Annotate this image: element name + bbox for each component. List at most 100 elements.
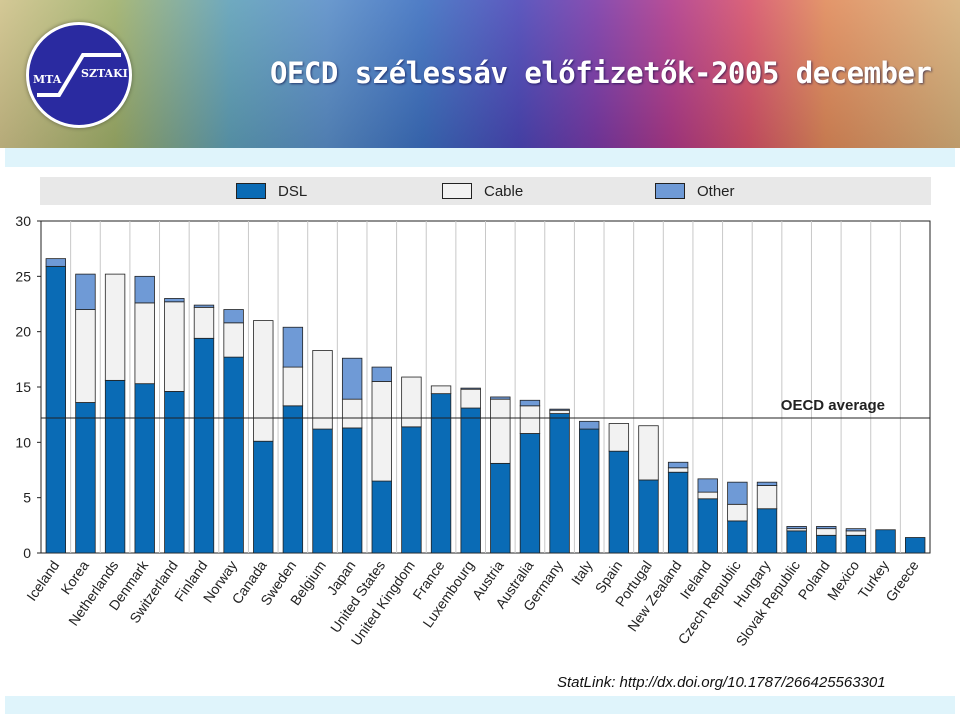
bar-other-czech-republic — [727, 481, 748, 505]
bar-dsl-netherlands — [104, 379, 126, 554]
oecd-average-label: OECD average — [781, 397, 885, 414]
legend-swatch-cable — [442, 183, 472, 199]
bar-cable-poland — [816, 528, 837, 536]
legend-swatch-other — [655, 183, 685, 199]
bar-other-finland — [193, 304, 215, 308]
bar-other-hungary — [756, 481, 778, 486]
legend-item-other: Other — [655, 182, 735, 200]
page-title: OECD szélessáv előfizetők-2005 december — [270, 56, 932, 90]
bar-dsl-japan — [341, 427, 363, 554]
bar-dsl-hungary — [756, 508, 778, 554]
bar-other-korea — [75, 273, 96, 310]
logo-text-mta: MTA — [33, 73, 62, 86]
bar-dsl-poland — [816, 534, 837, 554]
x-tick-label: Iceland — [23, 558, 62, 604]
bar-dsl-sweden — [282, 405, 304, 554]
bar-cable-denmark — [134, 302, 155, 385]
y-tick-label: 30 — [15, 213, 31, 229]
bar-dsl-united-kingdom — [401, 426, 422, 554]
bar-dsl-slovak-republic — [786, 530, 807, 554]
bar-other-italy — [579, 420, 600, 430]
logo-graphic — [37, 53, 121, 97]
y-tick-label: 25 — [15, 268, 31, 284]
bar-other-poland — [816, 526, 837, 530]
bar-cable-ireland — [697, 491, 718, 500]
legend-label-cable: Cable — [484, 182, 524, 200]
bar-cable-netherlands — [104, 273, 126, 381]
bar-cable-france — [430, 385, 452, 395]
bar-other-new-zealand — [667, 461, 689, 469]
legend-swatch-dsl — [236, 183, 266, 199]
bar-dsl-portugal — [638, 479, 659, 554]
x-tick-label: Italy — [568, 558, 596, 588]
bar-cable-austria — [490, 398, 511, 464]
bar-other-mexico — [845, 528, 867, 532]
header-banner: MTA SZTAKI OECD szélessáv előfizetők-200… — [0, 0, 960, 148]
x-tick-label: Mexico — [824, 557, 863, 603]
bar-dsl-united-states — [371, 480, 392, 554]
bar-cable-mexico — [845, 530, 867, 536]
bar-dsl-luxembourg — [460, 407, 481, 554]
bar-cable-switzerland — [164, 301, 185, 392]
bar-dsl-finland — [193, 337, 215, 554]
bar-dsl-norway — [223, 356, 244, 554]
bar-cable-sweden — [282, 366, 304, 407]
bar-other-luxembourg — [460, 387, 481, 390]
bottom-band — [5, 696, 955, 714]
legend-item-cable: Cable — [442, 182, 523, 200]
bar-cable-hungary — [756, 485, 778, 510]
bar-dsl-denmark — [134, 383, 155, 554]
bar-dsl-germany — [549, 413, 570, 554]
bar-dsl-iceland — [45, 265, 66, 554]
bar-cable-germany — [549, 409, 570, 414]
bar-cable-new-zealand — [667, 467, 689, 473]
bar-dsl-turkey — [875, 529, 896, 554]
bar-cable-united-kingdom — [401, 376, 422, 428]
bar-other-iceland — [45, 258, 66, 267]
bar-dsl-greece — [905, 537, 926, 554]
bar-cable-united-states — [371, 381, 392, 482]
chart-legend: DSL Cable Other — [40, 177, 931, 205]
bar-dsl-italy — [579, 428, 600, 554]
bar-dsl-new-zealand — [667, 471, 689, 554]
bar-other-norway — [223, 309, 244, 324]
bar-dsl-switzerland — [164, 391, 185, 554]
legend-item-dsl: DSL — [236, 182, 307, 200]
legend-label-other: Other — [697, 182, 735, 200]
bar-other-ireland — [697, 478, 718, 493]
bar-dsl-austria — [490, 462, 511, 554]
bar-other-denmark — [134, 275, 155, 304]
bar-cable-japan — [341, 398, 363, 429]
bar-dsl-canada — [253, 440, 274, 554]
bar-other-austria — [490, 396, 511, 400]
bar-cable-portugal — [638, 425, 659, 481]
bar-cable-luxembourg — [460, 388, 481, 409]
bar-other-switzerland — [164, 298, 185, 303]
bar-cable-belgium — [312, 350, 333, 430]
bar-other-united-states — [371, 366, 392, 382]
y-tick-label: 15 — [15, 379, 31, 395]
bar-other-sweden — [282, 326, 304, 368]
bar-other-japan — [341, 357, 363, 400]
bar-cable-norway — [223, 322, 244, 358]
y-tick-label: 20 — [15, 324, 31, 340]
y-tick-label: 5 — [23, 490, 31, 506]
bar-dsl-spain — [608, 450, 630, 554]
bar-cable-korea — [75, 309, 96, 403]
mta-sztaki-logo: MTA SZTAKI — [26, 22, 132, 128]
bar-dsl-czech-republic — [727, 520, 748, 554]
bar-other-germany — [549, 408, 570, 411]
banner-shade — [0, 0, 960, 148]
bar-dsl-ireland — [697, 498, 718, 554]
top-band — [5, 148, 955, 167]
y-tick-label: 10 — [15, 434, 31, 450]
bar-cable-canada — [253, 320, 274, 442]
bar-cable-australia — [519, 405, 541, 434]
bar-dsl-mexico — [845, 534, 867, 554]
bar-other-australia — [519, 399, 541, 407]
statlink-text: StatLink: http://dx.doi.org/10.1787/2664… — [557, 674, 886, 691]
bar-other-slovak-republic — [786, 526, 807, 530]
legend-label-dsl: DSL — [278, 182, 308, 200]
bar-dsl-korea — [75, 402, 96, 554]
